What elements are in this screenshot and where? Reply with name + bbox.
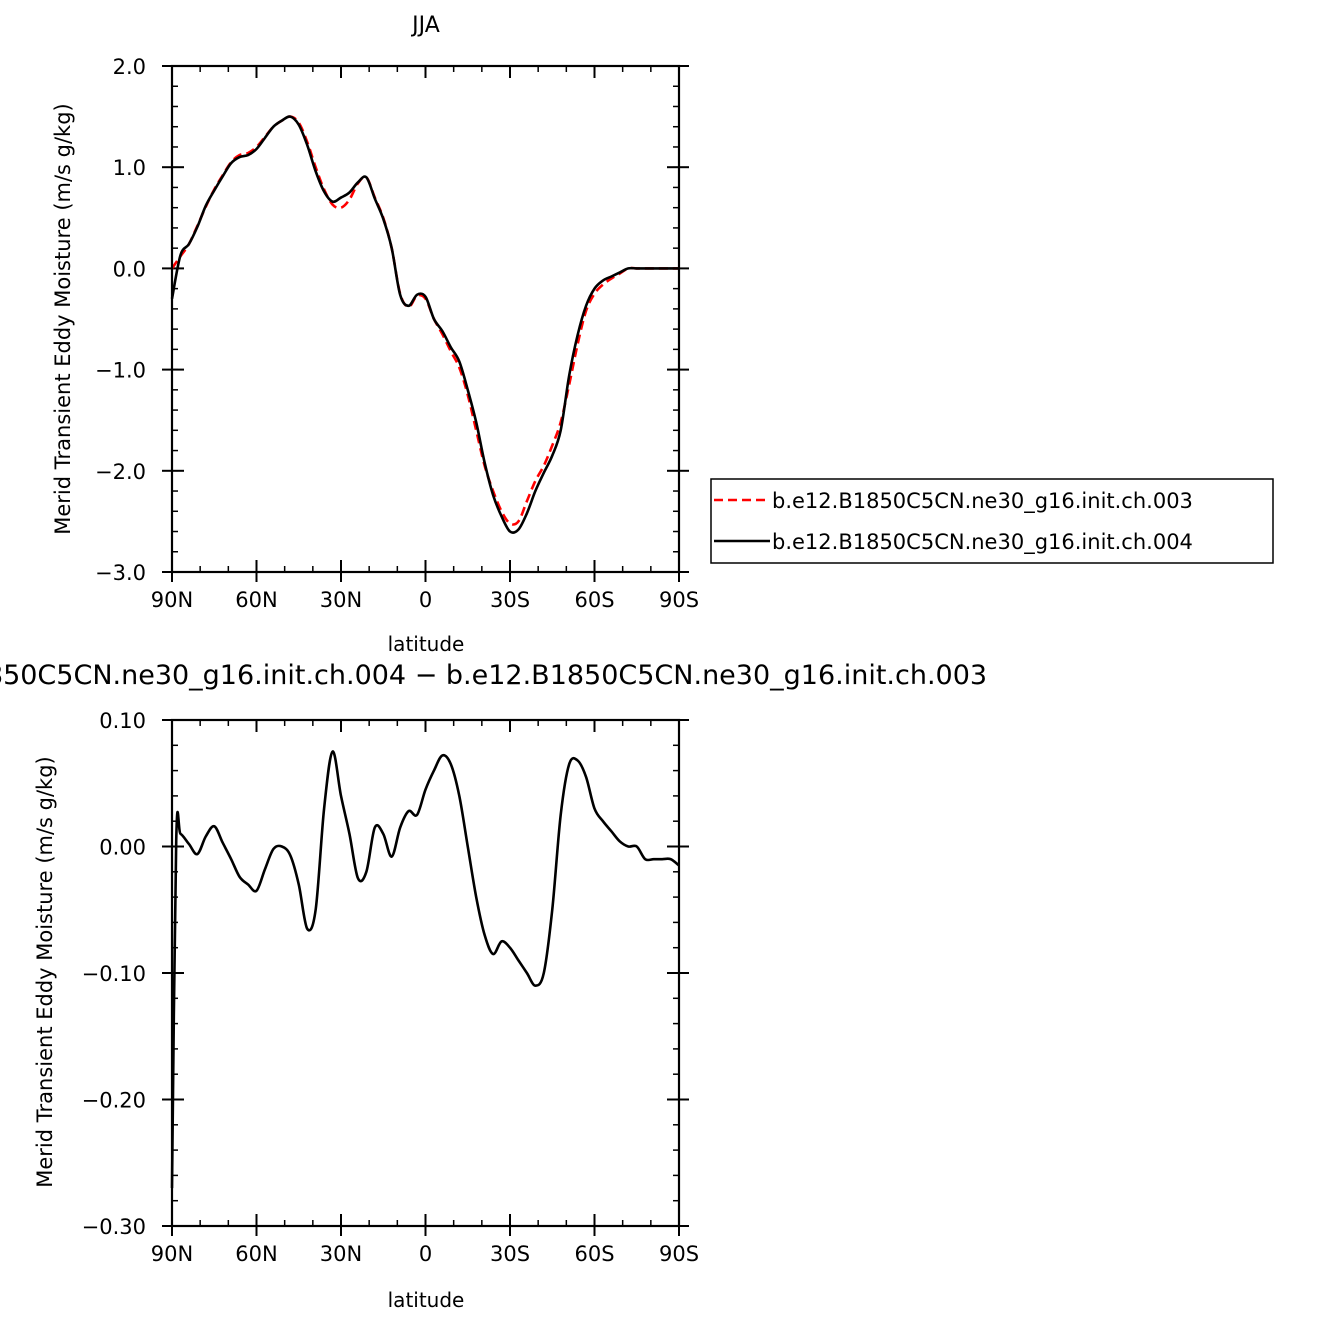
y-tick-label: 0.00 [99, 836, 146, 860]
y-tick-label: −1.0 [95, 359, 146, 383]
y-tick-label: −3.0 [95, 561, 146, 585]
x-tick-label: 30S [490, 588, 530, 612]
x-tick-label: 90S [659, 1242, 699, 1266]
x-tick-label: 0 [419, 1242, 432, 1266]
top-plot-frame [170, 64, 681, 574]
y-tick-label: −0.20 [82, 1089, 146, 1113]
series-line-1-0 [170, 750, 680, 1189]
top-panel: JJA Merid Transient Eddy Moisture (m/s g… [51, 13, 699, 656]
top-ticks: 90N 60N 30N 0 30S 60S 90S 2.0 1.0 0.0 −1.0 −2.0 −3.0 [95, 55, 699, 612]
series-line-0-1 [170, 115, 679, 534]
x-tick-label: 0 [419, 588, 432, 612]
bottom-ylabel: Merid Transient Eddy Moisture (m/s g/kg) [33, 756, 57, 1188]
legend: b.e12.B1850C5CN.ne30_g16.init.ch.003 b.e… [710, 478, 1274, 564]
y-tick-label: 2.0 [113, 55, 146, 79]
x-tick-label: 90S [659, 588, 699, 612]
series-line-0-0 [170, 115, 679, 526]
y-tick-label: −0.30 [82, 1215, 146, 1239]
x-tick-label: 60S [574, 588, 614, 612]
legend-label-ch003: b.e12.B1850C5CN.ne30_g16.init.ch.003 [772, 489, 1193, 514]
y-tick-label: −2.0 [95, 460, 146, 484]
bottom-xlabel: latitude [388, 1288, 465, 1312]
y-tick-label: −0.10 [82, 962, 146, 986]
x-tick-label: 60N [235, 588, 277, 612]
bottom-panel: b.e12.B1850C5CN.ne30_g16.init.ch.004 − b… [0, 660, 987, 1312]
x-tick-label: 60S [574, 1242, 614, 1266]
top-xlabel: latitude [388, 632, 465, 656]
y-tick-label: 0.10 [99, 709, 146, 733]
legend-box [710, 478, 1274, 564]
legend-label-ch004: b.e12.B1850C5CN.ne30_g16.init.ch.004 [772, 530, 1193, 555]
x-tick-label: 60N [235, 1242, 277, 1266]
x-tick-label: 30N [320, 1242, 362, 1266]
top-series [170, 115, 679, 534]
top-title: JJA [410, 13, 440, 38]
x-tick-label: 90N [151, 588, 193, 612]
y-tick-label: 1.0 [113, 156, 146, 180]
x-tick-label: 30N [320, 588, 362, 612]
top-ylabel: Merid Transient Eddy Moisture (m/s g/kg) [51, 103, 75, 535]
bottom-plot-frame [170, 718, 681, 1228]
bottom-title: b.e12.B1850C5CN.ne30_g16.init.ch.004 − b… [0, 660, 987, 691]
bottom-series [170, 750, 680, 1189]
x-tick-label: 30S [490, 1242, 530, 1266]
x-tick-label: 90N [151, 1242, 193, 1266]
y-tick-label: 0.0 [113, 257, 146, 281]
